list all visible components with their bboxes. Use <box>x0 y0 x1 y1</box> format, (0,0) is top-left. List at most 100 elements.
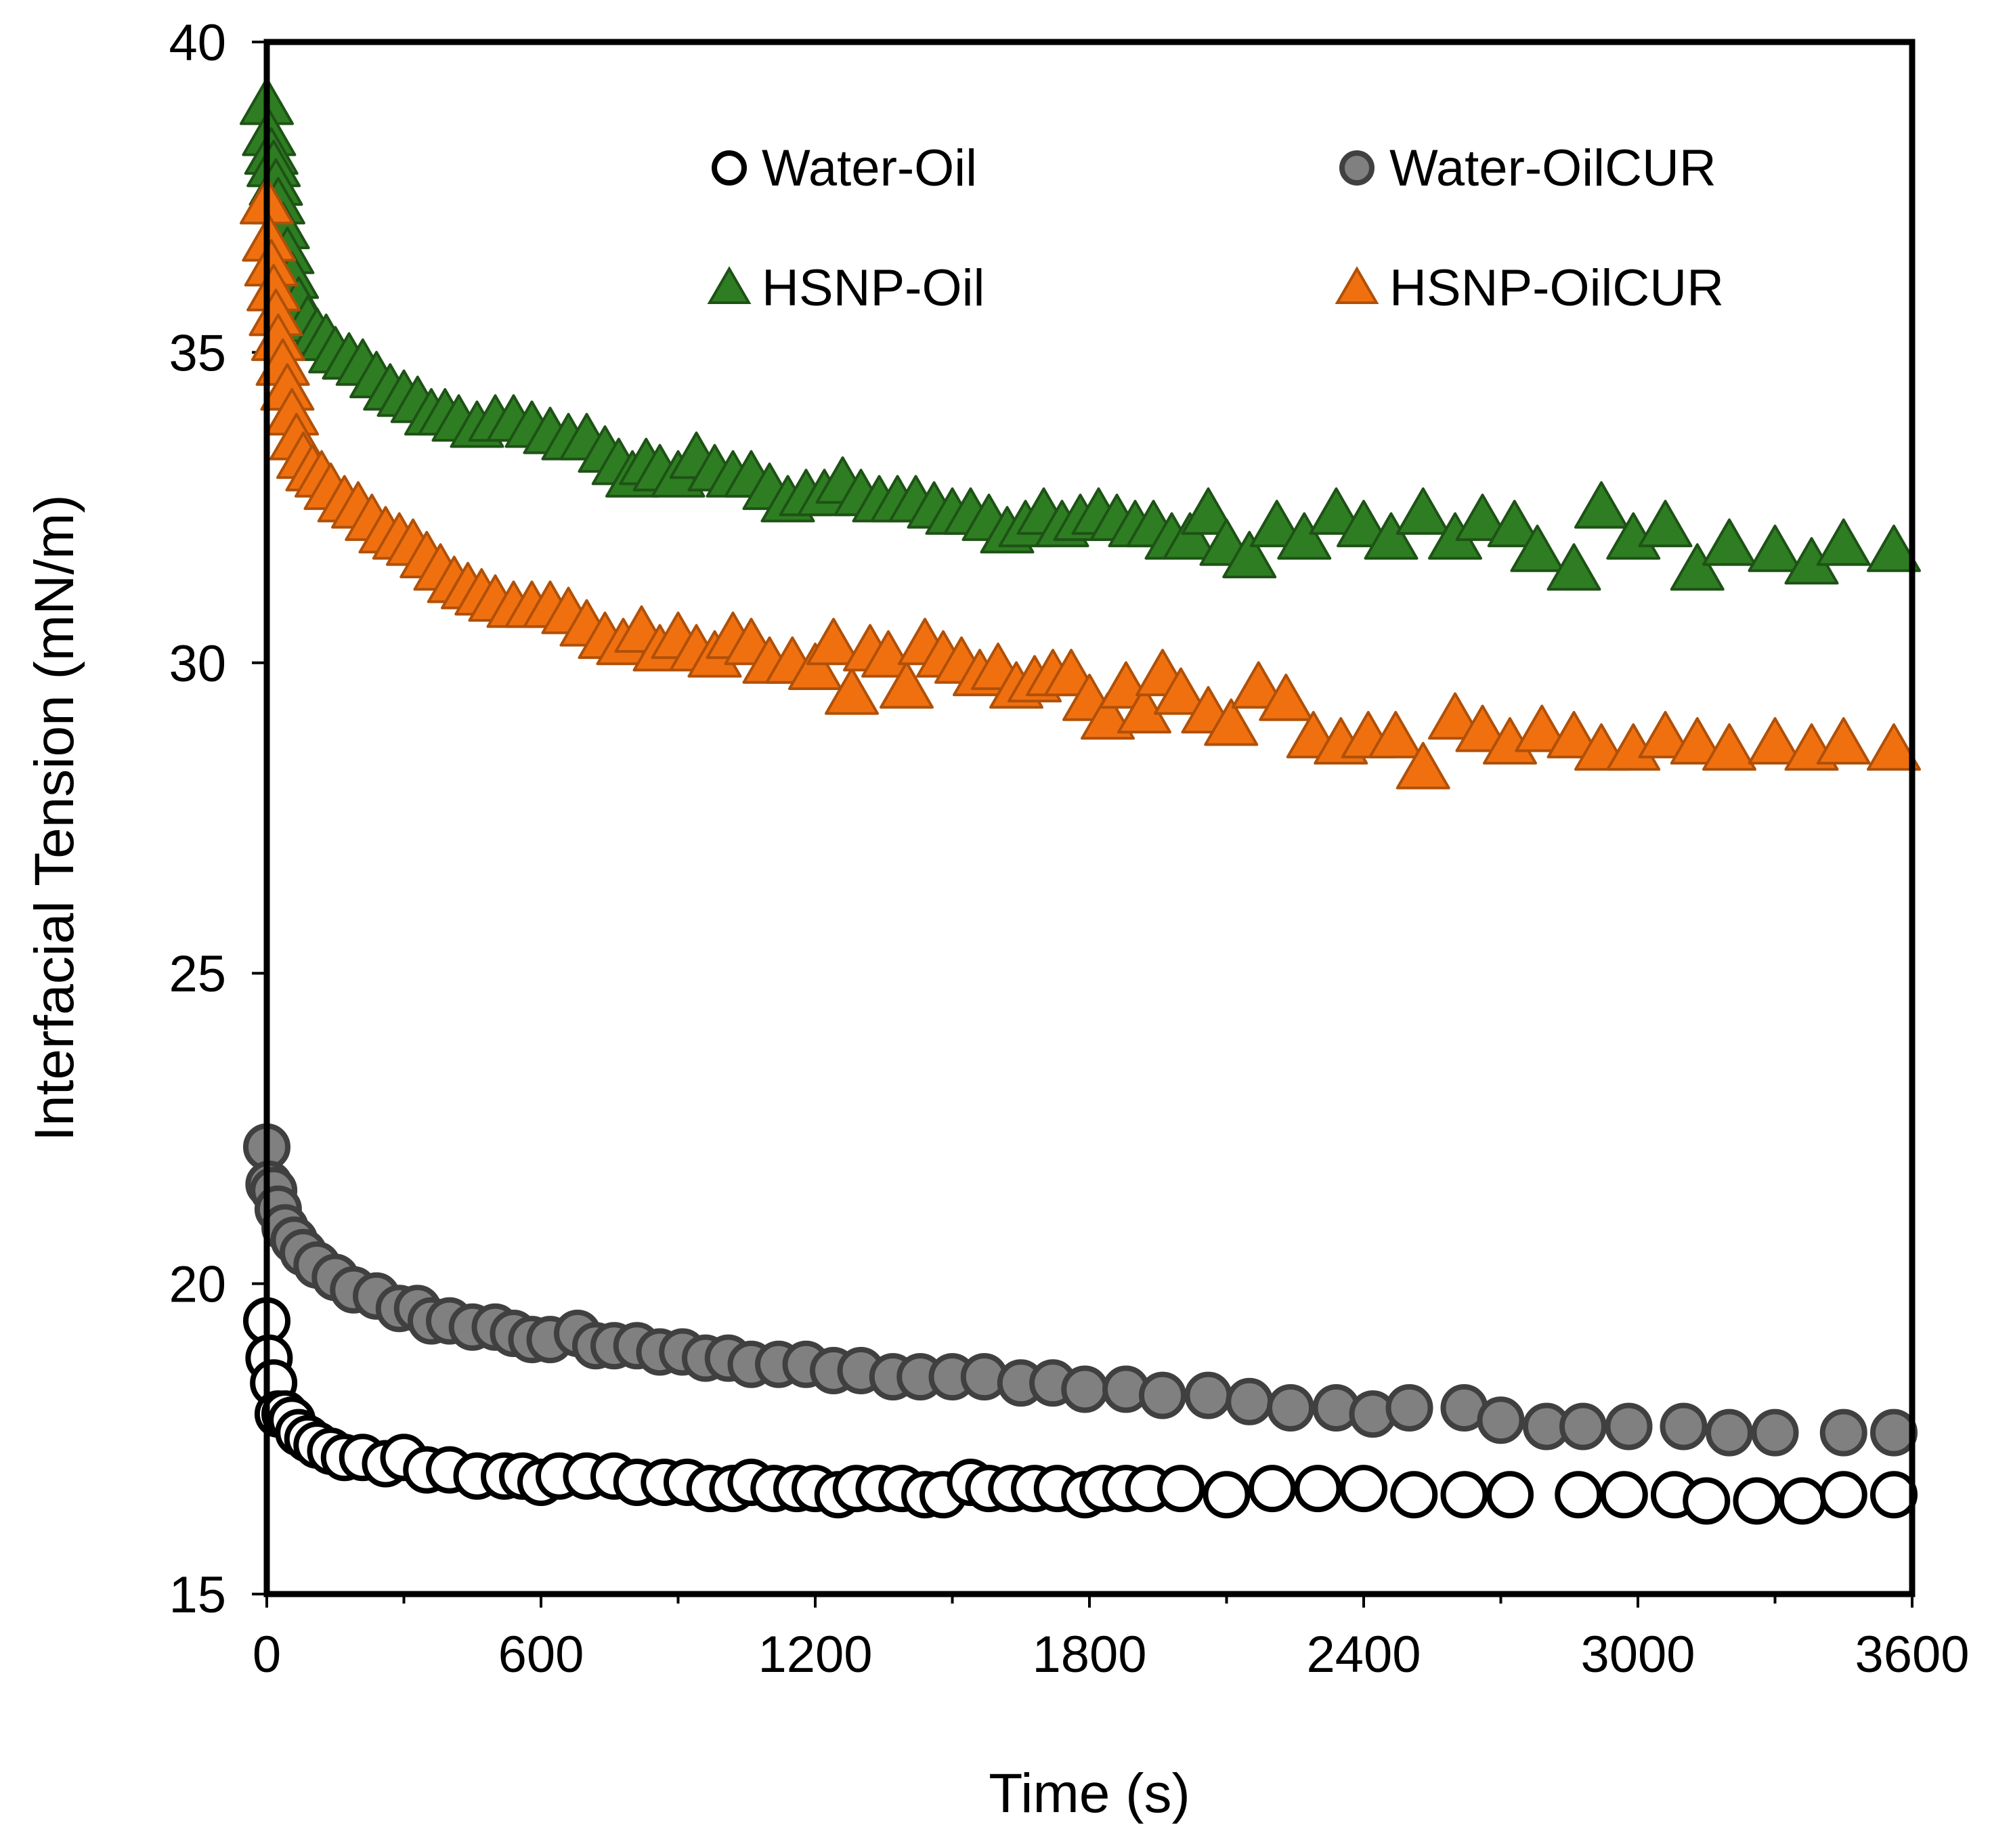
data-point-water-oilcur <box>1385 1383 1433 1432</box>
data-point-water-oilcur <box>1660 1402 1708 1451</box>
data-point-hsnp-oilcur <box>880 661 934 709</box>
data-point-hsnp-oil <box>1546 543 1601 591</box>
legend-marker-hsnp-oil <box>707 266 752 304</box>
data-point-hsnp-oil <box>1277 512 1332 560</box>
data-point-water-oilcur <box>1870 1409 1918 1457</box>
data-point-water-oil <box>1779 1477 1826 1525</box>
data-point-hsnp-oil <box>1222 530 1277 578</box>
legend-entry-water-oilcur: Water-OilCUR <box>1339 139 1716 197</box>
data-point-hsnp-oil <box>1163 512 1217 560</box>
legend-marker-water-oilcur <box>1339 150 1375 186</box>
data-point-water-oilcur <box>1605 1402 1653 1451</box>
data-point-hsnp-oil <box>1249 500 1304 548</box>
data-point-hsnp-oil <box>1309 487 1364 535</box>
series-water-oil <box>243 1297 1918 1525</box>
data-point-hsnp-oilcur <box>1638 710 1693 758</box>
data-point-hsnp-oilcur <box>1670 716 1725 765</box>
tick-labels: 0 600 1200 1800 2400 3000 3600 15 20 25 30 35 40 <box>169 14 1969 1683</box>
data-point-hsnp-oilcur <box>806 618 861 666</box>
x-tick-label: 1800 <box>1032 1626 1146 1683</box>
data-point-water-oil <box>1440 1471 1488 1519</box>
data-point-water-oilcur <box>1061 1365 1109 1413</box>
data-point-hsnp-oilcur <box>1204 698 1259 746</box>
data-point-water-oilcur <box>1751 1409 1799 1457</box>
data-point-hsnp-oilcur <box>1455 704 1510 752</box>
data-point-water-oilcur <box>1819 1409 1867 1457</box>
series-hsnp-oilcur <box>240 177 1921 790</box>
data-point-hsnp-oil <box>1510 524 1565 572</box>
data-point-water-oil <box>1157 1465 1205 1513</box>
data-point-water-oil <box>1733 1477 1781 1525</box>
data-point-hsnp-oilcur <box>1515 704 1570 752</box>
data-point-hsnp-oil <box>1702 518 1756 566</box>
data-point-hsnp-oil <box>1867 524 1921 572</box>
y-axis-title: Interfacial Tension (mN/m) <box>24 494 85 1141</box>
x-tick-label: 3000 <box>1580 1626 1695 1683</box>
legend-label-hsnp-oil: HSNP-Oil <box>762 259 985 317</box>
data-point-hsnp-oilcur <box>1259 673 1314 721</box>
data-point-hsnp-oil <box>1574 481 1628 529</box>
data-point-hsnp-oilcur <box>1428 692 1482 740</box>
data-point-water-oilcur <box>1477 1396 1525 1444</box>
legend-marker-water-oil <box>712 150 747 186</box>
legend-entry-water-oil: Water-Oil <box>712 139 977 197</box>
data-point-water-oil <box>1249 1465 1296 1513</box>
legend-entry-hsnp-oil: HSNP-Oil <box>707 259 985 317</box>
data-point-hsnp-oilcur <box>825 667 879 715</box>
data-point-water-oilcur <box>1267 1383 1314 1432</box>
data-point-hsnp-oil <box>1670 543 1725 591</box>
x-axis-title: Time (s) <box>989 1763 1190 1824</box>
y-tick-label: 15 <box>169 1566 226 1624</box>
data-point-water-oilcur <box>1706 1409 1753 1457</box>
data-point-hsnp-oil <box>1748 524 1802 572</box>
data-point-water-oil <box>1555 1471 1603 1519</box>
legend-label-water-oil: Water-Oil <box>762 139 977 197</box>
plot-area-frame <box>263 39 1916 1597</box>
data-point-hsnp-oil <box>1816 518 1871 566</box>
data-point-water-oilcur <box>1559 1402 1607 1451</box>
data-point-hsnp-oilcur <box>1368 710 1423 758</box>
y-tick-label: 40 <box>169 14 226 72</box>
data-point-hsnp-oilcur <box>788 642 842 690</box>
data-point-hsnp-oil <box>1364 512 1419 560</box>
data-point-hsnp-oilcur <box>1546 710 1601 758</box>
data-point-hsnp-oilcur <box>1816 716 1871 765</box>
data-point-hsnp-oilcur <box>1231 661 1286 709</box>
y-tick-label: 35 <box>169 324 226 382</box>
legend: Water-Oil Water-OilCUR HSNP-Oil HSNP-Oil… <box>707 139 1724 317</box>
x-tick-label: 2400 <box>1306 1626 1421 1683</box>
data-point-hsnp-oil <box>1487 500 1542 548</box>
x-tick-label: 0 <box>253 1626 281 1683</box>
legend-marker-hsnp-oilcur <box>1335 266 1379 304</box>
data-point-hsnp-oil <box>1638 500 1693 548</box>
data-point-water-oil <box>1390 1471 1438 1519</box>
x-tick-label: 3600 <box>1855 1626 1969 1683</box>
data-point-hsnp-oil <box>1337 500 1391 548</box>
data-point-hsnp-oilcur <box>1748 716 1802 765</box>
data-point-hsnp-oilcur <box>1867 723 1921 771</box>
data-point-water-oil <box>1203 1471 1251 1519</box>
legend-label-water-oilcur: Water-OilCUR <box>1389 139 1716 197</box>
data-point-water-oilcur <box>1184 1371 1232 1419</box>
data-point-water-oilcur <box>1226 1377 1274 1425</box>
legend-entry-hsnp-oilcur: HSNP-OilCUR <box>1335 259 1724 317</box>
data-point-water-oil <box>1294 1465 1342 1513</box>
y-tick-label: 25 <box>169 945 226 1003</box>
data-point-hsnp-oilcur <box>1396 742 1450 790</box>
data-point-hsnp-oil <box>1455 493 1510 541</box>
data-point-water-oil <box>1600 1471 1648 1519</box>
y-tick-label: 20 <box>169 1256 226 1314</box>
data-point-hsnp-oil <box>1181 487 1236 535</box>
data-point-water-oil <box>1486 1471 1534 1519</box>
data-point-hsnp-oil <box>1396 487 1450 535</box>
data-point-water-oil <box>1870 1471 1918 1519</box>
data-point-water-oil <box>1340 1465 1387 1513</box>
legend-label-hsnp-oilcur: HSNP-OilCUR <box>1389 259 1724 317</box>
series-hsnp-oil <box>240 77 1921 591</box>
data-point-water-oil <box>1683 1477 1731 1525</box>
data-point-hsnp-oilcur <box>1154 667 1208 715</box>
data-point-water-oil <box>1819 1471 1867 1519</box>
